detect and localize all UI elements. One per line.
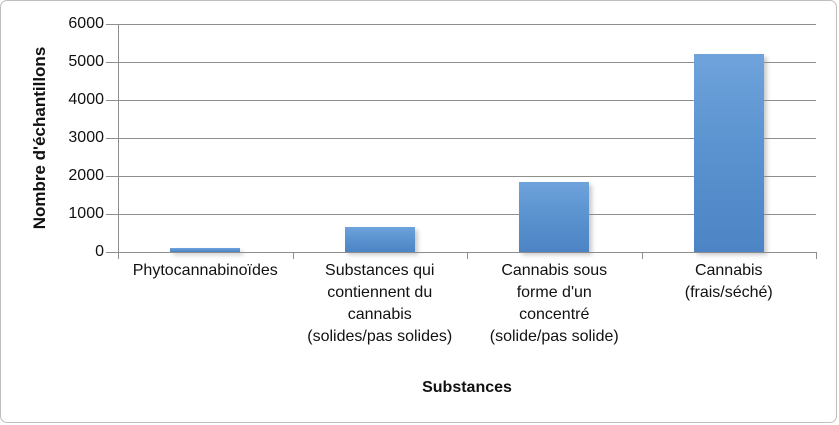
y-tick-mark-0 <box>106 252 118 253</box>
y-tick-mark-5000 <box>106 62 118 63</box>
gridline-1000 <box>118 214 816 215</box>
bar-2 <box>344 227 415 252</box>
y-tick-label-2000: 2000 <box>68 167 104 184</box>
gridline-4000 <box>118 100 816 101</box>
y-tick-mark-4000 <box>106 100 118 101</box>
bar-4 <box>693 54 764 252</box>
x-category-label-1: Phytocannabinoïdes <box>132 262 278 279</box>
plot-area <box>118 24 817 259</box>
x-tick-mark-3 <box>641 252 643 259</box>
y-tick-mark-2000 <box>106 176 118 177</box>
x-tick-mark-2 <box>467 252 468 259</box>
y-axis-line <box>118 24 119 259</box>
y-tick-mark-1000 <box>106 214 118 215</box>
y-tick-label-4000: 4000 <box>68 91 104 108</box>
gridline-2000 <box>118 176 816 177</box>
x-category-labels: Phytocannabinoïdes Substances qui contien… <box>118 260 816 348</box>
y-tick-mark-3000 <box>106 138 118 139</box>
x-tick-mark-4 <box>816 252 817 259</box>
y-tick-mark-6000 <box>106 24 118 25</box>
gridline-3000 <box>118 138 816 139</box>
gridline-5000 <box>118 62 816 63</box>
x-axis-title: Substances <box>422 379 512 396</box>
y-tick-label-6000: 6000 <box>68 15 104 32</box>
x-category-label-4: Cannabis (frais/séché) <box>684 262 773 301</box>
y-tick-label-3000: 3000 <box>68 129 104 146</box>
y-tick-label-5000: 5000 <box>68 53 104 70</box>
y-tick-label-0: 0 <box>95 243 104 260</box>
y-tick-label-1000: 1000 <box>68 205 104 222</box>
bar-3 <box>519 182 590 252</box>
x-category-label-3: Cannabis sous forme d'un concentré (soli… <box>489 262 619 345</box>
gridline-6000 <box>118 24 816 25</box>
x-tick-mark-1 <box>292 252 294 259</box>
x-category-label-2: Substances qui contiennent du cannabis (… <box>307 262 453 345</box>
bar-1 <box>170 248 241 252</box>
